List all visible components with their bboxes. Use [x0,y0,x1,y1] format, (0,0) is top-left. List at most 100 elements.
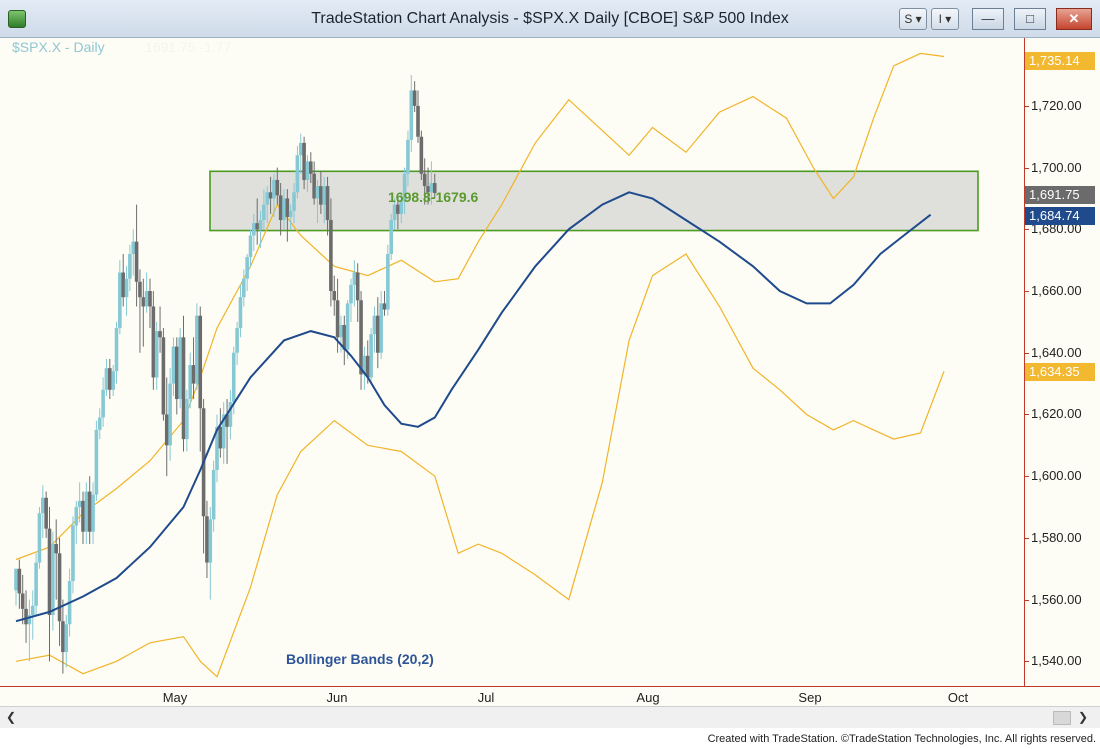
middle-band-moving-average [15,191,932,623]
candle-body [101,389,105,418]
last-price-tag: 1,691.75 [1025,186,1095,204]
candle-body [141,297,146,307]
chart-left-margin [0,38,10,686]
candle-body [248,235,253,258]
candle-body [278,195,283,221]
candle-body [84,491,89,532]
candle-body [362,355,367,375]
candle-body [108,368,112,390]
app-icon [8,10,26,28]
close-button[interactable]: ✕ [1056,8,1092,30]
price-tick-label: 1,560.00 [1025,591,1082,607]
candle-body [44,497,48,529]
candle-body [389,220,393,254]
chart-area[interactable] [10,38,1024,686]
month-tick-label: Jul [477,690,495,705]
resistance-zone-label: 1698.8-1679.6 [388,189,479,205]
candle-body [359,300,363,375]
candle-body [138,281,142,298]
candle-body [329,220,333,292]
middle-band-tag: 1,684.74 [1025,207,1095,225]
candle-body [342,324,347,350]
candle-body [198,315,203,409]
title-bar: TradeStation Chart Analysis - $SPX.X Dai… [0,0,1100,38]
styles-menu-button[interactable]: S ▾ [899,8,927,30]
horizontal-scrollbar[interactable]: ❮ ❯ [0,706,1100,728]
candle-body [104,368,109,390]
candle-body [322,186,326,205]
candle-body [272,179,276,199]
lower-bollinger-band [15,253,945,678]
candle-body [221,414,226,449]
candle-body [77,500,82,508]
price-axis[interactable]: 1,540.00 1,560.00 1,580.00 1,600.00 1,620.00… [1024,38,1100,686]
candle-body [161,337,166,415]
candle-body [30,605,35,616]
lower-band-tag: 1,634.35 [1025,363,1095,381]
candle-body [54,544,58,554]
upper-band-tag: 1,735.14 [1025,52,1095,70]
upper-bollinger-band [15,52,945,561]
candle-body [312,173,316,199]
price-tick-label: 1,660.00 [1025,283,1082,299]
candle-body [225,414,229,427]
candle-body [412,90,417,106]
candle-body [91,494,95,532]
candle-body [422,173,427,187]
candle-body [416,105,420,137]
candle-body [144,291,149,307]
candle-body [228,402,233,427]
candle-body [255,223,259,230]
price-chart[interactable] [10,38,1024,686]
minimize-button[interactable]: — [972,8,1004,30]
candle-body [396,204,400,214]
candle-body [309,161,313,174]
scroll-right-icon[interactable]: ❯ [1078,710,1089,724]
window-title: TradeStation Chart Analysis - $SPX.X Dai… [311,10,789,27]
scroll-left-icon[interactable]: ❮ [6,710,17,724]
candle-body [17,568,22,594]
candle-body [134,241,139,282]
candle-body [124,278,129,298]
candle-body [41,497,45,514]
candle-body [302,142,306,180]
candle-body [171,346,176,384]
candle-body [14,568,18,591]
candle-body [319,186,323,205]
price-tick-label: 1,620.00 [1025,406,1082,422]
candle-body [292,192,296,211]
maximize-button[interactable]: □ [1014,8,1046,30]
candle-body [128,254,132,279]
candle-body [94,429,99,495]
candle-body [20,593,25,609]
candle-body [27,615,32,625]
chart-symbol-label: $SPX.X - Daily [12,39,105,55]
candle-body [399,201,404,214]
candle-body [242,278,246,298]
date-axis[interactable]: May Jun Jul Aug Sep Oct [0,686,1100,706]
insert-menu-button[interactable]: I ▾ [931,8,959,30]
candle-body [352,272,357,285]
candle-body [57,553,62,622]
candle-body [211,470,216,520]
candle-body [379,303,383,353]
candle-body [181,337,186,440]
candle-body [205,516,209,563]
scroll-thumb[interactable] [1053,711,1071,725]
candle-body [208,519,213,563]
candle-body [47,528,52,616]
candle-body [218,426,223,449]
copyright-footer: Created with TradeStation. ©TradeStation… [0,728,1100,749]
candle-body [345,303,350,350]
candle-body [402,173,407,202]
candle-body [252,223,256,236]
candle-body [178,337,182,400]
candle-body [426,186,430,193]
candle-body [365,355,370,378]
candle-body [376,315,380,353]
candle-body [215,426,219,470]
candle-body [195,315,199,384]
candle-body [315,186,320,199]
candle-body [81,500,85,532]
candle-body [185,399,189,440]
